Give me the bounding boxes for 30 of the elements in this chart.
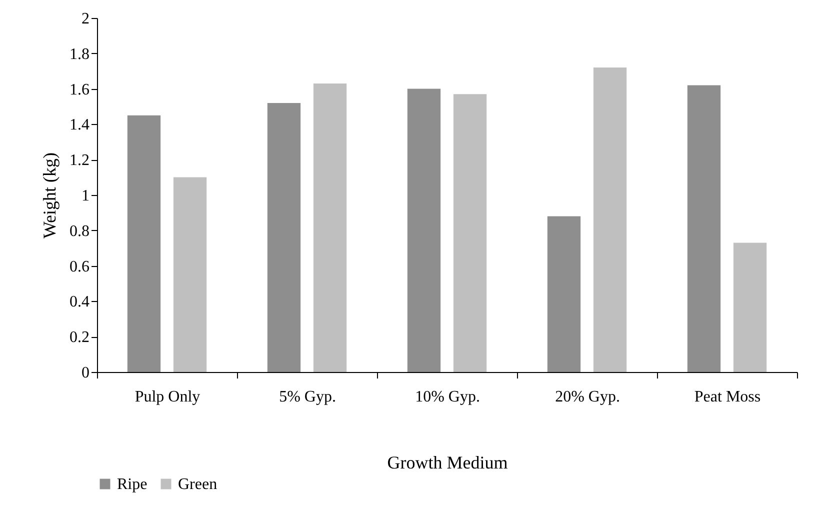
bar [687,85,721,372]
x-axis-title: Growth Medium [387,452,508,472]
x-tick-label: 5% Gyp. [279,388,336,406]
bar [733,242,767,372]
bar [173,177,207,372]
y-tick-label: 1.8 [70,46,90,63]
bar [593,68,627,372]
y-tick-label: 0.6 [70,258,90,276]
bar [313,83,347,372]
legend-label: Green [178,476,218,493]
x-tick-label: 10% Gyp. [415,388,480,406]
y-axis-title: Weight (kg) [40,152,60,239]
bar [453,94,487,372]
y-tick-label: 2 [82,10,90,28]
y-tick-label: 0.8 [70,222,90,240]
bar [547,216,581,372]
y-tick-label: 1.6 [70,81,90,98]
x-tick-label: 20% Gyp. [555,388,620,406]
y-tick-label: 1.4 [70,116,90,134]
y-tick-label: 0.2 [70,329,90,346]
x-tick-label: Pulp Only [134,388,200,406]
bar [407,88,441,372]
y-tick-label: 0 [82,364,90,382]
bar [127,115,161,372]
y-tick-label: 1 [82,188,90,204]
bar [267,102,301,372]
legend-label: Ripe [117,476,148,493]
y-tick-label: 1.2 [70,152,90,170]
y-tick-label: 0.4 [70,294,90,311]
x-tick-label: Peat Moss [694,388,761,406]
